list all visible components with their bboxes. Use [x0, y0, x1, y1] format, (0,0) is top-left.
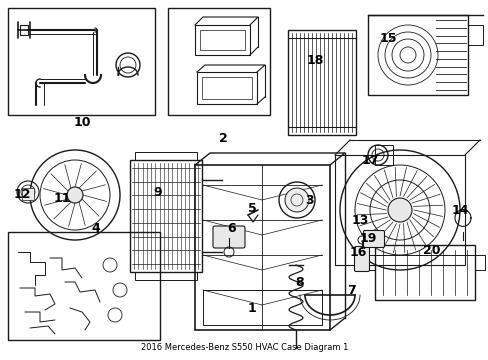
Bar: [197, 72, 257, 104]
FancyBboxPatch shape: [213, 226, 244, 248]
Bar: [8, 8, 155, 115]
Bar: [367, 15, 467, 95]
Text: 10: 10: [73, 116, 91, 129]
Text: 8: 8: [295, 275, 304, 288]
Text: 14: 14: [450, 203, 468, 216]
Bar: [22, 188, 34, 200]
Text: 20: 20: [423, 243, 440, 256]
Bar: [474, 255, 484, 270]
Bar: [20, 25, 28, 35]
FancyBboxPatch shape: [354, 247, 369, 271]
FancyBboxPatch shape: [363, 230, 384, 248]
Bar: [374, 145, 392, 165]
Bar: [168, 8, 269, 115]
Circle shape: [285, 188, 308, 212]
Bar: [374, 245, 474, 300]
Text: 9: 9: [153, 185, 162, 198]
Circle shape: [67, 187, 83, 203]
Text: 3: 3: [305, 194, 314, 207]
Text: 12: 12: [13, 188, 31, 201]
Text: 5: 5: [247, 202, 256, 215]
Circle shape: [387, 198, 411, 222]
Text: 1: 1: [247, 302, 256, 315]
Text: 13: 13: [350, 213, 368, 226]
Text: 15: 15: [379, 31, 396, 45]
Bar: [135, 152, 197, 160]
Text: 2: 2: [218, 131, 227, 144]
Bar: [334, 155, 464, 265]
Text: 19: 19: [359, 231, 376, 244]
Bar: [130, 160, 202, 272]
Bar: [202, 77, 251, 99]
Text: 16: 16: [348, 246, 366, 258]
Bar: [364, 255, 374, 270]
Text: 17: 17: [361, 153, 378, 166]
Bar: [135, 272, 197, 280]
Text: 18: 18: [305, 54, 323, 67]
Bar: [195, 25, 249, 55]
Bar: [195, 165, 329, 330]
Text: 4: 4: [91, 221, 100, 234]
Bar: [467, 25, 482, 45]
Text: 11: 11: [53, 192, 71, 204]
Bar: [203, 290, 321, 325]
Text: 7: 7: [347, 284, 356, 297]
Text: 6: 6: [227, 221, 236, 234]
Bar: [8, 232, 160, 340]
Bar: [200, 30, 244, 50]
Text: 2016 Mercedes-Benz S550 HVAC Case Diagram 1: 2016 Mercedes-Benz S550 HVAC Case Diagra…: [141, 343, 347, 352]
Bar: [287, 30, 355, 135]
